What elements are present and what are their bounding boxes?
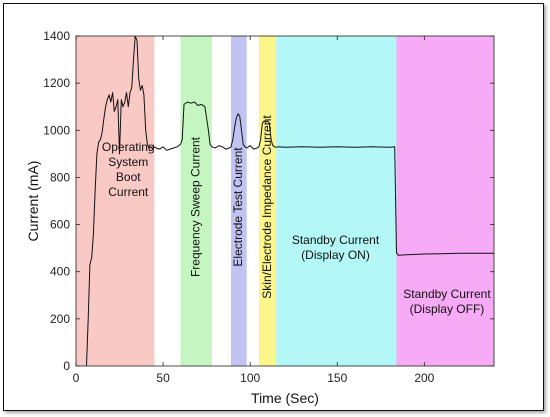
y-tick-label-0: 0 [63, 359, 70, 373]
region-band-1 [180, 36, 212, 366]
region-band-0 [76, 36, 155, 366]
series-line-0 [86, 35, 494, 367]
x-axis-label: Time (Sec) [251, 390, 319, 406]
y-tick-label-1: 200 [50, 312, 70, 326]
region-label-0-line-1: System [108, 155, 148, 169]
region-label-3: Skin/Electrode Impedance Current [260, 115, 274, 299]
x-tick-label-0: 0 [73, 371, 80, 385]
y-tick-label-6: 1200 [43, 76, 70, 90]
region-label-4-line-0: Standby Current [292, 233, 380, 247]
region-label-1: Frequency Sweep Current [188, 136, 202, 277]
region-band-2 [231, 36, 247, 366]
y-tick-label-2: 400 [50, 265, 70, 279]
region-band-4 [276, 36, 397, 366]
x-axis: 0 50 100 150 200 [73, 36, 435, 385]
x-tick-label-3: 150 [327, 371, 347, 385]
y-tick-label-7: 1400 [43, 29, 70, 43]
region-label-2: Electrode Test Current [231, 147, 245, 267]
region-label-4-line-1: (Display ON) [301, 248, 370, 262]
x-tick-label-2: 100 [240, 371, 260, 385]
region-band-3 [258, 36, 277, 366]
region-band-5 [396, 36, 494, 366]
region-label-5-line-1: (Display OFF) [410, 302, 485, 316]
y-tick-label-3: 600 [50, 218, 70, 232]
region-label-0-line-2: Boot [116, 170, 141, 184]
x-tick-label-1: 50 [156, 371, 170, 385]
y-axis: 0 200 400 600 800 1000 1200 1400 [43, 29, 494, 373]
plot-area-border [75, 35, 495, 367]
y-tick-label-4: 800 [50, 170, 70, 184]
region-bands [76, 36, 494, 366]
y-axis-label: Current (mA) [25, 161, 41, 242]
region-label-0-line-0: Operating [102, 140, 155, 154]
region-label-5-line-0: Standby Current [403, 287, 491, 301]
series-layer [86, 35, 494, 367]
region-label-0-line-3: Current [108, 185, 149, 199]
y-tick-label-5: 1000 [43, 123, 70, 137]
x-tick-label-4: 200 [414, 371, 434, 385]
